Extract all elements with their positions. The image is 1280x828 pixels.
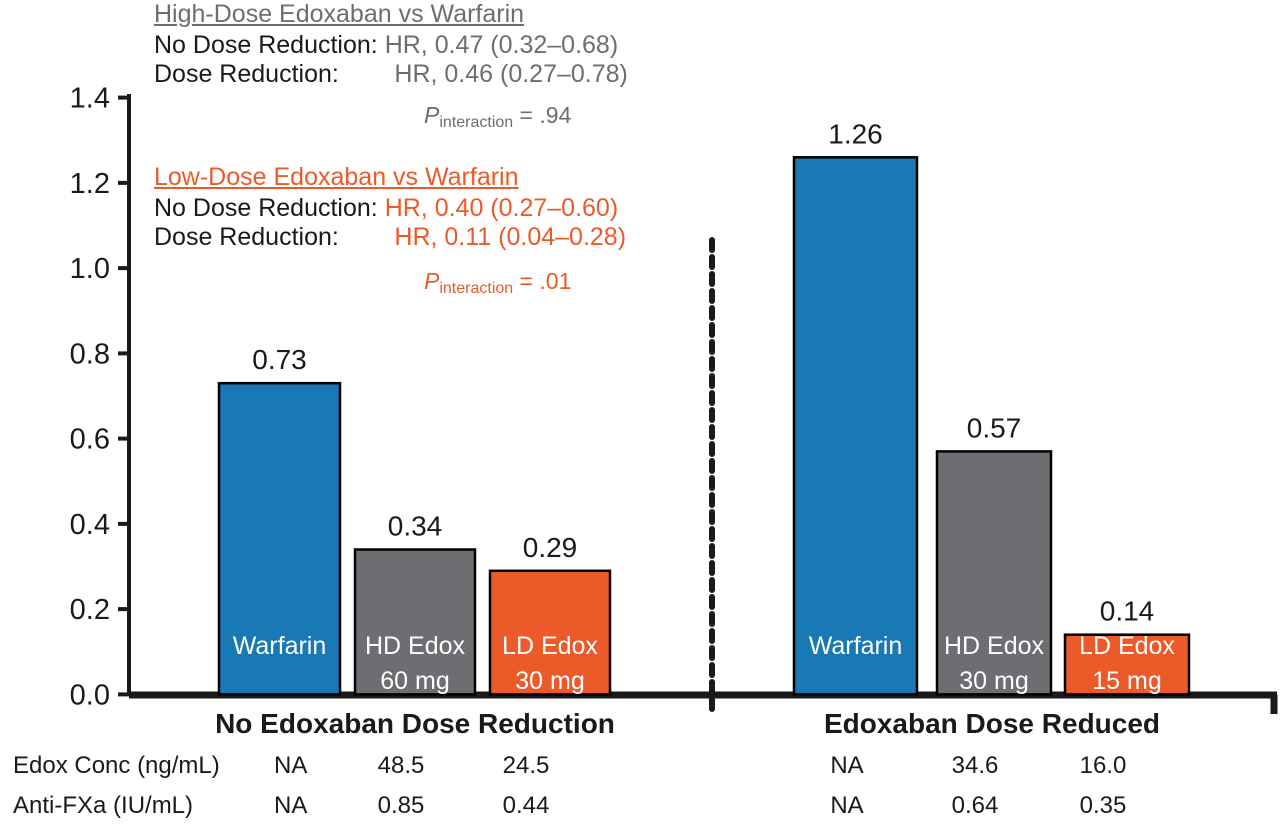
svg-text:0.2: 0.2 (70, 594, 110, 626)
svg-text:HD Edox: HD Edox (365, 632, 466, 660)
svg-text:LD Edox: LD Edox (1079, 632, 1175, 660)
svg-text:HD Edox: HD Edox (944, 632, 1045, 660)
svg-text:0.0: 0.0 (70, 679, 110, 711)
svg-text:0.34: 0.34 (388, 511, 443, 542)
svg-text:Warfarin: Warfarin (809, 632, 903, 660)
svg-text:0.4: 0.4 (70, 509, 110, 541)
svg-text:30 mg: 30 mg (959, 667, 1028, 695)
svg-text:0.35: 0.35 (1080, 792, 1127, 819)
svg-text:0.73: 0.73 (252, 344, 307, 375)
svg-text:34.6: 34.6 (952, 752, 999, 779)
svg-text:1.4: 1.4 (70, 83, 110, 115)
svg-text:1.26: 1.26 (828, 118, 883, 149)
svg-text:48.5: 48.5 (378, 752, 425, 779)
svg-text:1.2: 1.2 (70, 168, 110, 200)
svg-text:0.44: 0.44 (503, 792, 550, 819)
svg-text:NA: NA (274, 752, 307, 779)
svg-text:NA: NA (274, 792, 307, 819)
svg-text:0.8: 0.8 (70, 338, 110, 370)
svg-text:30 mg: 30 mg (515, 667, 584, 695)
svg-text:0.29: 0.29 (523, 532, 578, 563)
svg-text:Edox Conc (ng/mL): Edox Conc (ng/mL) (13, 752, 220, 779)
svg-text:0.57: 0.57 (967, 412, 1022, 443)
svg-text:0.64: 0.64 (952, 792, 999, 819)
svg-text:0.14: 0.14 (1100, 596, 1155, 627)
svg-text:LD Edox: LD Edox (502, 632, 598, 660)
svg-text:60 mg: 60 mg (380, 667, 449, 695)
svg-text:24.5: 24.5 (503, 752, 550, 779)
svg-text:No Edoxaban Dose Reduction: No Edoxaban Dose Reduction (215, 708, 615, 739)
svg-text:0.85: 0.85 (378, 792, 425, 819)
svg-text:Edoxaban Dose Reduced: Edoxaban Dose Reduced (824, 708, 1160, 739)
svg-text:Warfarin: Warfarin (233, 632, 327, 660)
svg-text:16.0: 16.0 (1080, 752, 1127, 779)
svg-text:NA: NA (830, 792, 863, 819)
svg-text:1.0: 1.0 (70, 253, 110, 285)
svg-text:0.6: 0.6 (70, 424, 110, 456)
svg-text:Anti-FXa (IU/mL): Anti-FXa (IU/mL) (13, 792, 193, 819)
svg-text:NA: NA (830, 752, 863, 779)
svg-text:15 mg: 15 mg (1092, 667, 1161, 695)
